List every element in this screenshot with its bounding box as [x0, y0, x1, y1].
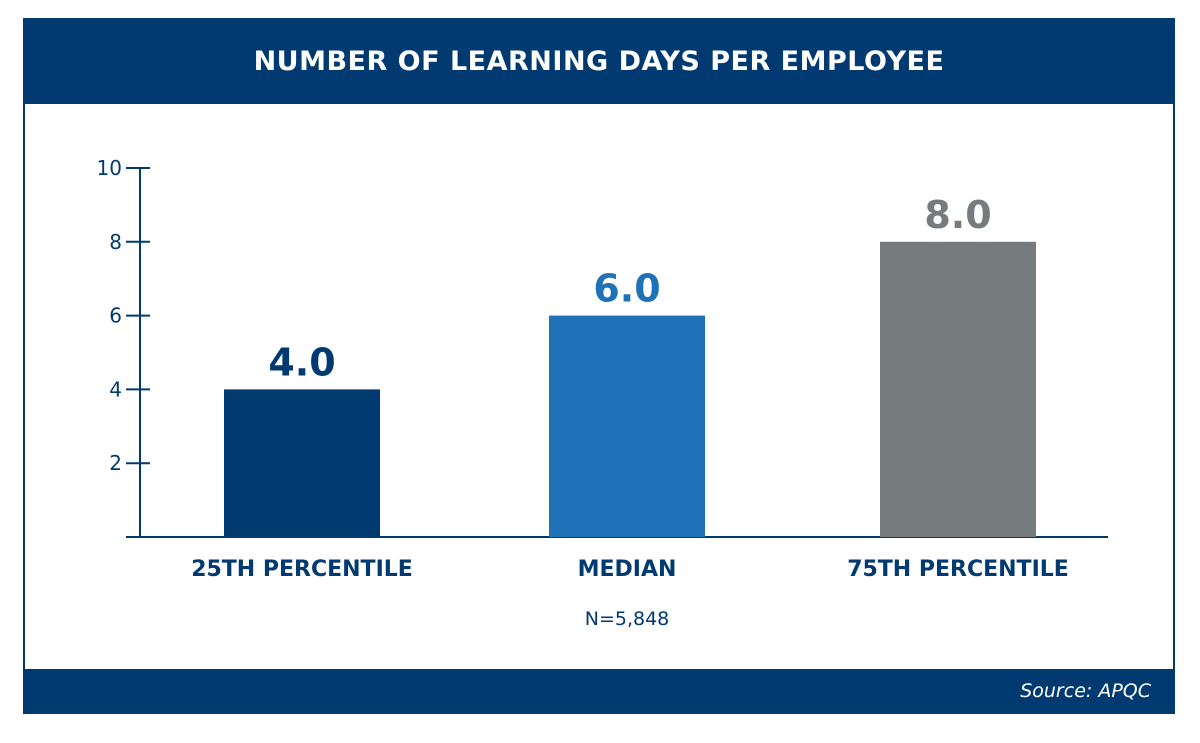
bar — [549, 315, 705, 537]
sample-size-note: N=5,848 — [585, 608, 670, 630]
y-tick-label: 4 — [109, 377, 122, 401]
value-label: 4.0 — [268, 340, 335, 384]
category-label: 75TH PERCENTILE — [847, 557, 1069, 582]
y-tick-label: 2 — [109, 451, 122, 475]
y-tick-label: 8 — [109, 230, 122, 254]
value-label: 6.0 — [593, 267, 660, 311]
category-label: 25TH PERCENTILE — [191, 557, 413, 582]
chart-footer: Source: APQC — [23, 669, 1175, 714]
y-tick-label: 6 — [109, 304, 122, 328]
category-label: MEDIAN — [578, 557, 677, 582]
y-tick-label: 10 — [97, 156, 122, 180]
source-note: Source: APQC — [1020, 680, 1151, 702]
value-label: 8.0 — [924, 193, 991, 237]
bar — [224, 389, 380, 537]
chart-title: NUMBER OF LEARNING DAYS PER EMPLOYEE — [253, 45, 945, 77]
bar — [880, 241, 1036, 538]
